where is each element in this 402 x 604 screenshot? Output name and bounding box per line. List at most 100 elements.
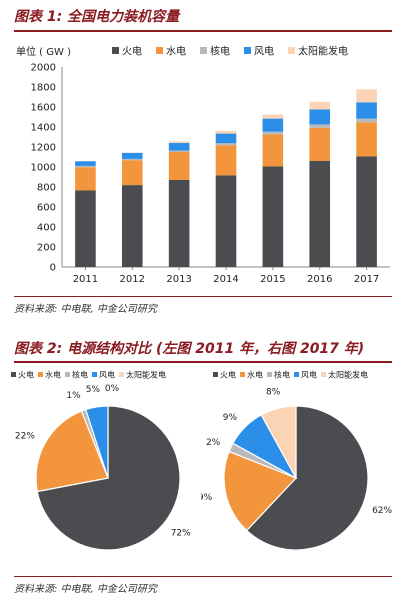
- y-tick-label-2: 400: [37, 223, 56, 234]
- pie-2011-legend-label-3: 风电: [99, 370, 115, 380]
- y-tick-label-4: 800: [37, 183, 56, 194]
- figure1-source: 资料来源: 中电联, 中金公司研究: [14, 304, 157, 315]
- bar-2012-series-0: [121, 185, 143, 267]
- bar-2015-series-1: [262, 134, 284, 167]
- capacity-bar-chart: 单位 ( GW ) 火电 水电 核电 风电 太阳能发电 0 200 400 600 800 1000 1…: [16, 45, 390, 285]
- x-tick-label-2015: 2015: [260, 274, 285, 285]
- bar-2013-series-0: [168, 180, 190, 267]
- bar-2011-series-0: [75, 190, 96, 267]
- pie-2017-value-label-1: 19%: [201, 493, 213, 503]
- pie-2011-slice-3: [84, 405, 109, 479]
- pie-2017-value-label-0: 62%: [372, 506, 392, 516]
- x-tick-label-2016: 2016: [307, 274, 332, 285]
- pie-2017-legend-swatch-1: [240, 372, 245, 377]
- pie-2017-legend-label-4: 太阳能发电: [328, 370, 368, 380]
- pie-2011-legend-swatch-0: [11, 372, 16, 377]
- pie-2017-legend-swatch-4: [321, 372, 326, 377]
- x-tick-label-2017: 2017: [354, 274, 379, 285]
- bar-2013-series-3: [168, 142, 190, 151]
- legend-swatch-0: [112, 47, 119, 54]
- bar-2017-series-1: [356, 122, 377, 157]
- bar-2015-series-3: [262, 118, 284, 132]
- legend-swatch-1: [156, 47, 163, 54]
- bar-2017-series-2: [356, 118, 377, 123]
- figure2-bottom-rule: [14, 576, 392, 577]
- pie-2011-value-label-0: 72%: [171, 529, 191, 539]
- bar-2016-series-4: [309, 101, 331, 110]
- pie-2011-legend-swatch-2: [65, 372, 70, 377]
- pie-2011-legend-label-2: 核电: [72, 370, 88, 380]
- legend-swatch-3: [244, 47, 251, 54]
- figure2-top-rule: [14, 361, 392, 363]
- bar-2014-series-1: [215, 145, 237, 176]
- bar-unit-label: 单位 ( GW ): [16, 45, 71, 58]
- bar-2015-series-0: [262, 166, 284, 267]
- y-tick-label-3: 600: [37, 203, 56, 214]
- bar-2015-series-2: [262, 131, 284, 135]
- y-tick-label-0: 0: [50, 263, 56, 274]
- legend-label-0: 火电: [122, 45, 142, 58]
- pie-2017-slice-0: [245, 405, 369, 551]
- bar-2015-series-4: [262, 114, 284, 119]
- y-tick-label-9: 1800: [31, 83, 56, 94]
- pie-2017-legend-swatch-0: [213, 372, 218, 377]
- figure1-top-rule: [14, 30, 392, 32]
- bar-2013-series-2: [168, 150, 190, 152]
- bar-2013-series-1: [168, 152, 190, 180]
- bar-2014-series-2: [215, 143, 237, 146]
- y-tick-label-8: 1600: [31, 103, 56, 114]
- pie-2011-value-label-1: 22%: [15, 432, 35, 442]
- pie-2017-legend-label-3: 风电: [301, 370, 317, 380]
- legend-swatch-4: [288, 47, 295, 54]
- bar-2017-series-4: [356, 89, 377, 103]
- bar-2017-series-0: [356, 156, 377, 267]
- pie-2011-legend-swatch-1: [38, 372, 43, 377]
- pie-2011-legend-label-4: 太阳能发电: [126, 370, 166, 380]
- bar-2013-series-4: [168, 141, 190, 143]
- figure1-title: 图表 1: 全国电力装机容量: [14, 9, 180, 25]
- legend-label-2: 核电: [210, 45, 230, 58]
- figure2-source: 资料来源: 中电联, 中金公司研究: [14, 584, 157, 595]
- y-tick-label-5: 1000: [31, 163, 56, 174]
- pie-2011-value-label-3: 5%: [86, 385, 101, 395]
- figure1-bottom-rule: [14, 296, 392, 297]
- pie-2017-legend-label-1: 水电: [247, 370, 263, 380]
- bar-2012-series-2: [121, 158, 143, 161]
- x-tick-label-2013: 2013: [166, 274, 191, 285]
- pie-2017-slice-4: [260, 405, 297, 479]
- y-tick-label-7: 1400: [31, 123, 56, 134]
- pie-2011-value-label-2: 1%: [66, 391, 81, 401]
- figure2-title: 图表 2: 电源结构对比 (左图 2011 年，右图 2017 年): [14, 341, 365, 357]
- pie-2017-legend-label-0: 火电: [220, 370, 236, 380]
- pie-2011-legend-label-1: 水电: [45, 370, 61, 380]
- legend-label-1: 水电: [166, 45, 186, 58]
- bar-2011-series-3: [75, 161, 96, 166]
- bar-2017-series-3: [356, 102, 377, 119]
- bar-2016-series-1: [309, 127, 331, 161]
- pie-2011-legend-swatch-3: [92, 372, 97, 377]
- pie-2011-legend-swatch-4: [119, 372, 124, 377]
- y-tick-label-6: 1200: [31, 143, 56, 154]
- pie-chart-2011: 火电 水电 核电 风电 太阳能发电 72% 22% 1% 5% 0%: [11, 370, 191, 551]
- bar-2014-series-4: [215, 130, 237, 134]
- bar-2016-series-3: [309, 109, 331, 125]
- bar-2016-series-2: [309, 124, 331, 128]
- x-tick-label-2012: 2012: [120, 274, 145, 285]
- legend-label-4: 太阳能发电: [298, 45, 348, 58]
- pie-2011-slice-1: [35, 410, 109, 493]
- pie-2017-legend-label-2: 核电: [274, 370, 290, 380]
- y-tick-label-10: 2000: [31, 63, 56, 74]
- pie-chart-2017: 火电 水电 核电 风电 太阳能发电 62% 19% 2% 9% 8%: [201, 370, 393, 551]
- bar-2016-series-0: [309, 161, 331, 267]
- legend-label-3: 风电: [254, 45, 274, 58]
- x-tick-label-2014: 2014: [213, 274, 238, 285]
- x-tick-label-2011: 2011: [73, 274, 98, 285]
- bar-2014-series-3: [215, 133, 237, 144]
- bar-2014-series-0: [215, 175, 237, 267]
- bar-2011-series-1: [75, 167, 96, 191]
- bar-2012-series-3: [121, 152, 143, 159]
- pie-2017-legend-swatch-3: [294, 372, 299, 377]
- pie-2011-legend-label-0: 火电: [18, 370, 34, 380]
- y-tick-label-1: 200: [37, 243, 56, 254]
- pie-2017-value-label-4: 8%: [266, 388, 281, 398]
